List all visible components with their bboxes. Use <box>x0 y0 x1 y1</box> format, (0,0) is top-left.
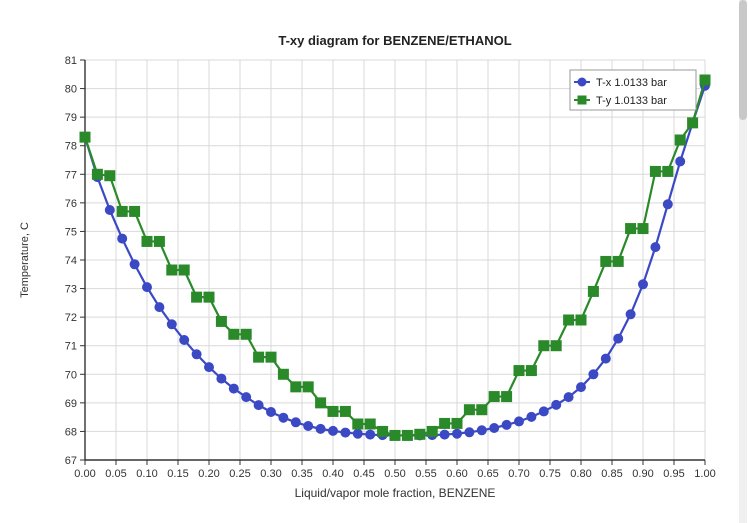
svg-text:73: 73 <box>65 284 77 296</box>
svg-text:67: 67 <box>65 455 77 467</box>
svg-text:0.15: 0.15 <box>167 468 188 480</box>
legend: T-x 1.0133 bar T-y 1.0133 bar <box>570 70 696 110</box>
svg-text:76: 76 <box>65 198 77 210</box>
svg-text:0.60: 0.60 <box>446 468 467 480</box>
legend-item-label: T-x 1.0133 bar <box>596 77 667 89</box>
svg-text:0.55: 0.55 <box>415 468 436 480</box>
svg-text:0.00: 0.00 <box>74 468 95 480</box>
svg-text:72: 72 <box>65 312 77 324</box>
svg-text:0.65: 0.65 <box>477 468 498 480</box>
svg-text:68: 68 <box>65 426 77 438</box>
svg-text:78: 78 <box>65 141 77 153</box>
svg-text:0.90: 0.90 <box>632 468 653 480</box>
txy-chart: 0.00 0.05 0.10 0.15 0.20 0.25 0.30 0.35 0.40 0.45… <box>0 0 749 523</box>
y-axis-label: Temperature, C <box>19 222 31 298</box>
svg-text:0.70: 0.70 <box>508 468 529 480</box>
vertical-scrollbar[interactable] <box>739 0 747 523</box>
svg-text:81: 81 <box>65 55 77 67</box>
svg-text:0.95: 0.95 <box>663 468 684 480</box>
grid <box>85 60 705 460</box>
svg-text:69: 69 <box>65 398 77 410</box>
svg-text:79: 79 <box>65 112 77 124</box>
svg-text:0.45: 0.45 <box>353 468 374 480</box>
svg-text:0.05: 0.05 <box>105 468 126 480</box>
svg-text:0.20: 0.20 <box>198 468 219 480</box>
svg-text:0.85: 0.85 <box>601 468 622 480</box>
chart-title: T-xy diagram for BENZENE/ETHANOL <box>278 33 511 48</box>
svg-text:0.75: 0.75 <box>539 468 560 480</box>
svg-text:77: 77 <box>65 169 77 181</box>
svg-text:70: 70 <box>65 369 77 381</box>
svg-text:0.40: 0.40 <box>322 468 343 480</box>
svg-text:0.35: 0.35 <box>291 468 312 480</box>
scrollbar-thumb[interactable] <box>739 0 747 120</box>
chart-container: 0.00 0.05 0.10 0.15 0.20 0.25 0.30 0.35 0.40 0.45… <box>0 0 749 523</box>
svg-text:0.80: 0.80 <box>570 468 591 480</box>
svg-text:0.50: 0.50 <box>384 468 405 480</box>
svg-text:1.00: 1.00 <box>694 468 715 480</box>
svg-text:80: 80 <box>65 84 77 96</box>
svg-text:0.10: 0.10 <box>136 468 157 480</box>
svg-text:74: 74 <box>65 255 77 267</box>
svg-text:71: 71 <box>65 341 77 353</box>
svg-text:0.30: 0.30 <box>260 468 281 480</box>
legend-item-label: T-y 1.0133 bar <box>596 95 667 107</box>
svg-text:0.25: 0.25 <box>229 468 250 480</box>
svg-text:75: 75 <box>65 226 77 238</box>
x-axis-label: Liquid/vapor mole fraction, BENZENE <box>295 486 496 500</box>
